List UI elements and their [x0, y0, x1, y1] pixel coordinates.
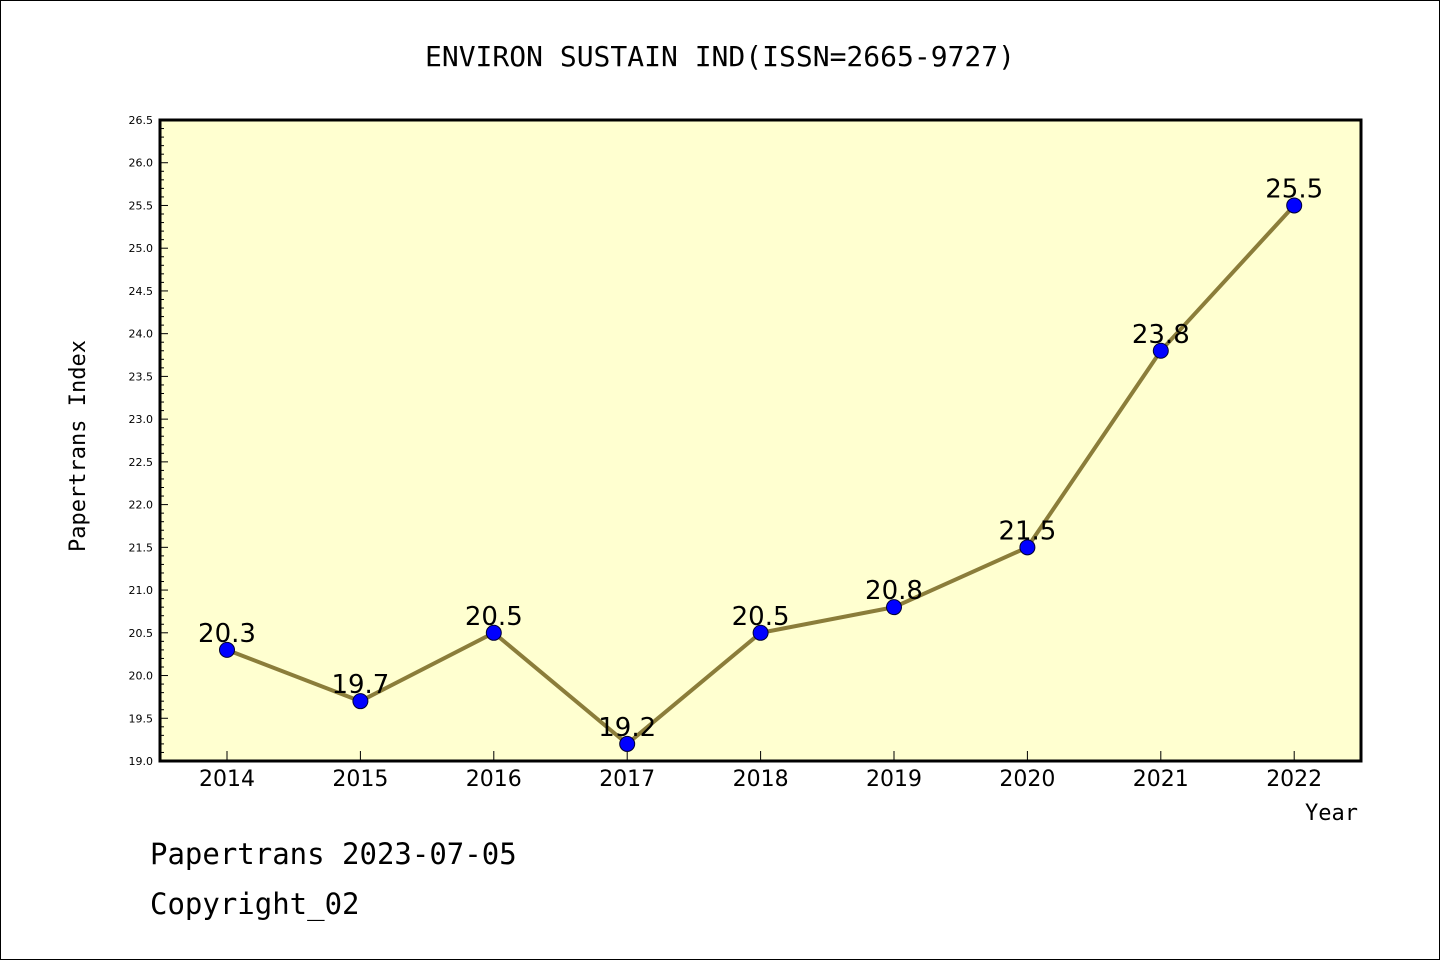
x-tick-label: 2014 — [199, 767, 255, 792]
y-tick-label: 23.5 — [129, 370, 154, 383]
y-tick-label: 23.0 — [129, 413, 154, 426]
y-tick-label: 21.5 — [129, 541, 154, 554]
data-point — [1286, 197, 1303, 214]
data-label: 23.8 — [1132, 320, 1190, 350]
y-tick-label: 22.0 — [129, 499, 154, 512]
y-tick-label: 24.5 — [129, 285, 154, 298]
y-axis: 19.0 19.5 20.0 20.5 21.0 21.5 22.0 22.5 23.0 23.5… — [129, 114, 168, 768]
y-tick-label: 22.5 — [129, 456, 154, 469]
y-axis-label: Papertrans Index — [66, 340, 91, 552]
data-label: 20.3 — [198, 619, 256, 649]
data-label: 25.5 — [1265, 174, 1323, 204]
y-tick-label: 25.0 — [129, 242, 154, 255]
x-tick-label: 2019 — [866, 767, 922, 792]
data-labels: 20.3 19.7 20.5 19.2 20.5 20.8 21.5 23.8 25.5 — [198, 174, 1323, 742]
plot-area — [158, 118, 1363, 763]
chart-title: ENVIRON SUSTAIN IND(ISSN=2665-9727) — [425, 40, 1015, 73]
y-tick-label: 19.5 — [129, 712, 154, 725]
data-point — [886, 599, 902, 616]
x-axis: 2014 2015 2016 2017 2018 2019 2020 2021 2022 — [199, 751, 1322, 792]
y-tick-label: 24.0 — [129, 328, 154, 341]
y-tick-label: 26.0 — [129, 157, 154, 170]
data-point — [485, 624, 502, 641]
data-label: 21.5 — [998, 516, 1056, 546]
data-point — [1152, 342, 1169, 359]
y-tick-label: 20.5 — [129, 627, 154, 640]
x-axis-label: Year — [1305, 801, 1358, 826]
data-point — [752, 624, 769, 641]
y-tick-label: 20.0 — [129, 670, 154, 683]
x-tick-label: 2017 — [599, 767, 655, 792]
x-tick-label: 2021 — [1133, 767, 1189, 792]
x-tick-label: 2016 — [466, 767, 522, 792]
data-label: 19.2 — [598, 713, 656, 743]
data-point — [219, 641, 235, 658]
y-tick-label: 25.5 — [129, 199, 154, 212]
data-label: 20.8 — [865, 576, 923, 606]
data-point — [619, 735, 636, 752]
y-tick-label: 19.0 — [129, 755, 154, 768]
x-tick-label: 2020 — [999, 767, 1055, 792]
data-label: 20.5 — [732, 602, 790, 632]
series-line — [219, 197, 1303, 752]
data-point — [352, 693, 369, 710]
x-tick-label: 2018 — [733, 767, 789, 792]
y-tick-label: 26.5 — [129, 114, 154, 127]
footer-copyright: Copyright_02 — [150, 887, 360, 922]
data-label: 20.5 — [465, 602, 523, 632]
data-label: 19.7 — [331, 670, 389, 700]
y-tick-label: 21.0 — [129, 584, 154, 597]
data-point — [1019, 539, 1036, 556]
footer-date: Papertrans 2023-07-05 — [150, 837, 517, 871]
x-tick-label: 2022 — [1266, 767, 1322, 792]
x-tick-label: 2015 — [332, 767, 388, 792]
